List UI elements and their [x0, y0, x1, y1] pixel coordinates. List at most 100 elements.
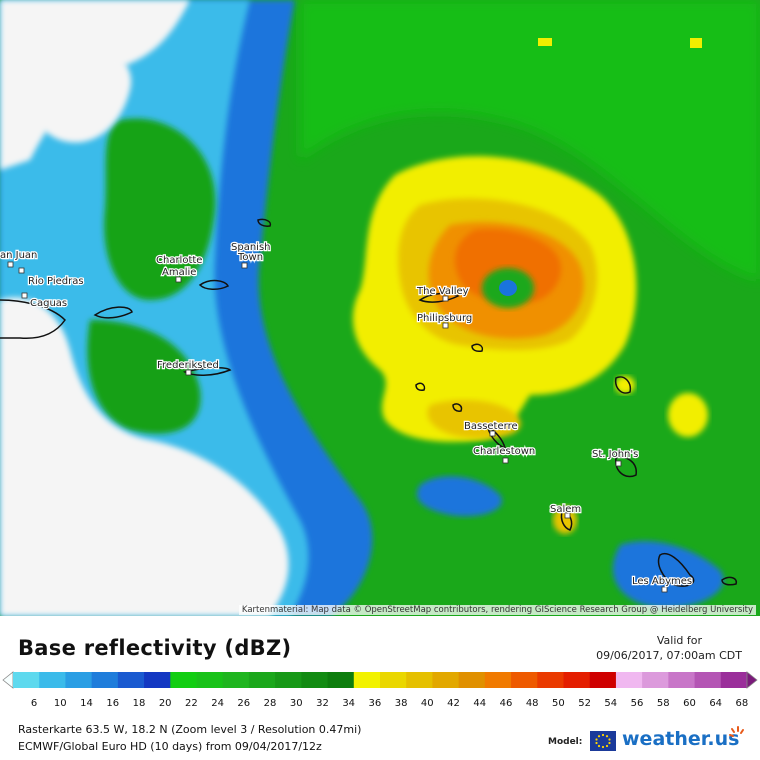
- radar-map[interactable]: an Juan Rio Piedras Caguas Charlotte Ama…: [0, 0, 760, 616]
- reflectivity-cell-blue-2: [612, 541, 724, 609]
- scale-arrow-left: [2, 671, 14, 689]
- scale-arrow-right: [746, 671, 758, 689]
- color-scale-segment: [353, 672, 381, 688]
- reflectivity-pocket-green-2: [87, 320, 201, 434]
- legend-title: Base reflectivity (dBZ): [18, 636, 292, 660]
- color-scale-segment: [406, 672, 434, 688]
- coastline-statia: [452, 403, 463, 412]
- city-marker[interactable]: [502, 457, 509, 464]
- color-scale-segment: [39, 672, 67, 688]
- color-scale-segment: [170, 672, 198, 688]
- coastline-grande-terre: [721, 576, 738, 586]
- city-marker[interactable]: [661, 586, 668, 593]
- reflectivity-cell-yellow-4: [538, 38, 552, 46]
- color-scale-segment: [222, 672, 250, 688]
- city-label: Salem: [550, 504, 581, 515]
- coastline-puerto-rico: [0, 299, 66, 339]
- color-scale-segment: [65, 672, 93, 688]
- color-scale-segment: [196, 672, 224, 688]
- color-scale-tick-label: 34: [342, 698, 356, 709]
- coastline-barbuda: [614, 376, 632, 394]
- color-scale-tick-label: 44: [473, 698, 487, 709]
- brand-logo[interactable]: weather.us: [622, 728, 740, 750]
- coastline-st-croix: [182, 367, 232, 376]
- city-label: Basseterre: [464, 421, 518, 432]
- color-scale-tick-label: 18: [132, 698, 146, 709]
- color-scale-ticks: 6 10 14 16 18 20 22 24 26 28 30 32 34 36 38 40 42 44 46 48 5…: [12, 698, 752, 712]
- city-marker[interactable]: [241, 262, 248, 269]
- color-scale-segment: [511, 672, 538, 688]
- city-label: Frederiksted: [157, 360, 219, 371]
- city-marker[interactable]: [489, 430, 496, 437]
- color-scale-tick-label: 64: [709, 698, 723, 709]
- city-label: an Juan: [0, 250, 37, 261]
- city-marker[interactable]: [442, 295, 449, 302]
- city-label: Les Abymes: [632, 576, 692, 587]
- city-label: Caguas: [30, 298, 67, 309]
- city-marker[interactable]: [442, 322, 449, 329]
- city-marker[interactable]: [7, 261, 14, 268]
- valid-time: 09/06/2017, 07:00am CDT: [596, 649, 742, 662]
- raster-info: Rasterkarte 63.5 W, 18.2 N (Zoom level 3…: [18, 723, 362, 736]
- coastline-st-thomas: [198, 279, 230, 290]
- color-scale-segment: [563, 672, 591, 688]
- color-scale-tick-label: 68: [735, 698, 749, 709]
- color-scale-segment: [668, 672, 696, 688]
- valid-for-label: Valid for: [656, 634, 702, 647]
- coastline-guadeloupe: [657, 553, 695, 587]
- reflectivity-eyewall-core: [455, 229, 561, 303]
- color-scale-tick-label: 6: [30, 698, 38, 709]
- city-label: The Valley: [416, 286, 469, 297]
- color-scale-tick-label: 32: [316, 698, 329, 709]
- color-scale-tick-label: 50: [552, 698, 565, 709]
- city-label: Rio Piedras: [28, 276, 84, 287]
- color-scale-segment: [91, 672, 119, 688]
- city-label: Amalie: [162, 267, 196, 278]
- city-labels: an Juan Rio Piedras Caguas Charlotte Ama…: [0, 241, 693, 588]
- color-scale-tick-label: 60: [683, 698, 696, 709]
- color-scale-segment: [537, 672, 565, 688]
- color-scale-segment: [484, 672, 512, 688]
- color-scale-tick-label: 46: [499, 698, 513, 709]
- color-scale-tick-label: 16: [106, 698, 120, 709]
- model-label: Model:: [548, 737, 583, 747]
- city-marker[interactable]: [615, 460, 622, 467]
- city-marker[interactable]: [21, 292, 28, 299]
- color-scale-tick-label: 36: [368, 698, 382, 709]
- color-scale-segment: [275, 672, 302, 688]
- eu-flag-icon: [590, 731, 616, 751]
- sun-logo-icon: [729, 726, 744, 737]
- reflectivity-cell-blue-1: [416, 476, 502, 517]
- city-marker[interactable]: [564, 512, 571, 519]
- color-scale-segment: [327, 672, 355, 688]
- reflectivity-cell-yellow-1: [668, 393, 708, 437]
- color-scale-segment: [301, 672, 329, 688]
- city-label: Charlestown: [473, 446, 535, 457]
- color-scale-tick-label: 40: [420, 698, 434, 709]
- city-marker[interactable]: [18, 267, 25, 274]
- city-marker[interactable]: [185, 369, 192, 376]
- city-marker[interactable]: [175, 276, 182, 283]
- coastline-anguilla: [418, 292, 460, 303]
- color-scale-segment: [117, 672, 145, 688]
- coastline-saba: [415, 382, 426, 391]
- color-scale-tick-label: 56: [630, 698, 644, 709]
- color-scale-tick-label: 10: [53, 698, 67, 709]
- coastlines: [0, 218, 738, 587]
- model-info: ECMWF/Global Euro HD (10 days) from 09/0…: [18, 740, 322, 753]
- color-scale-segment: [720, 672, 748, 688]
- reflectivity-cell-yellow-5: [690, 38, 702, 48]
- city-label: Charlotte: [156, 255, 202, 266]
- color-scale-tick-label: 42: [447, 698, 460, 709]
- color-scale-tick-label: 48: [525, 698, 539, 709]
- radar-map-canvas: an Juan Rio Piedras Caguas Charlotte Ama…: [0, 0, 760, 616]
- color-scale-tick-label: 54: [604, 698, 618, 709]
- color-scale-segments: [13, 672, 748, 688]
- color-scale-segment: [642, 672, 669, 688]
- city-label: Philipsburg: [417, 313, 472, 324]
- city-markers: [7, 261, 668, 593]
- coastline-virgin-gorda: [257, 218, 272, 227]
- coastline-vieques: [93, 306, 133, 319]
- color-scale-tick-label: 38: [394, 698, 408, 709]
- color-scale: [2, 671, 758, 689]
